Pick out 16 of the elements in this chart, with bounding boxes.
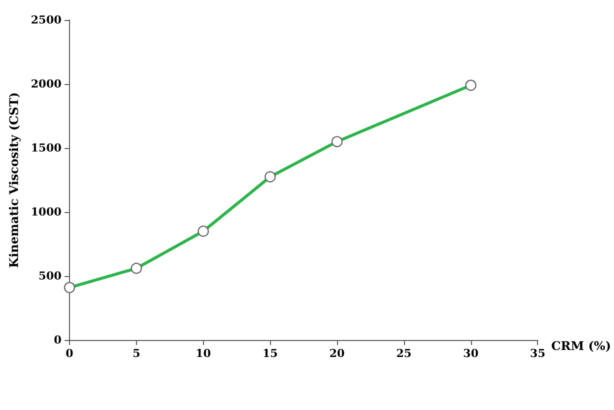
x-tick-label: 0 — [66, 347, 74, 360]
y-tick-label: 1000 — [30, 206, 62, 218]
y-tick-label: 0 — [54, 334, 62, 346]
x-tick-label: 35 — [530, 347, 546, 360]
x-tick-label: 20 — [329, 347, 346, 360]
y-tick-label: 1500 — [30, 142, 62, 154]
y-axis-title: Kinematic Viscosity (CST) — [7, 92, 21, 268]
x-tick-label: 10 — [196, 347, 212, 360]
x-axis-title: CRM (%) — [551, 339, 611, 353]
y-tick-label: 500 — [38, 270, 62, 282]
y-tick-label: 2000 — [30, 78, 62, 90]
x-tick-label: 30 — [463, 347, 479, 360]
x-tick-label: 5 — [132, 347, 140, 360]
x-tick-label: 15 — [262, 347, 278, 360]
x-tick-label: 25 — [396, 347, 412, 360]
y-tick-label: 2500 — [30, 14, 62, 26]
